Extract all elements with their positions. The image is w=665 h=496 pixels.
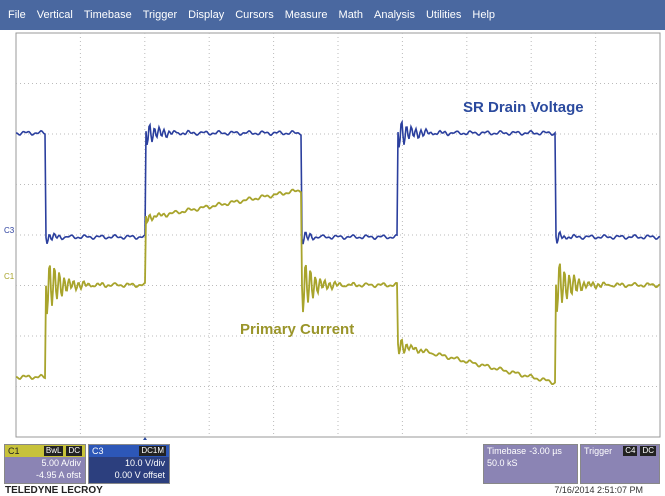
- c1-tag: DC: [66, 446, 82, 456]
- c1-marker: C1: [4, 272, 15, 281]
- menu-bar: File Vertical Timebase Trigger Display Cursor…: [0, 0, 665, 30]
- c1-panel: C1 BwL DC 5.00 A/div -4.95 A ofst: [4, 444, 86, 484]
- menu-item[interactable]: Display: [188, 9, 225, 21]
- c3-marker: C3: [4, 226, 15, 235]
- trigger-marker: [143, 437, 147, 440]
- menu-item[interactable]: Timebase: [83, 9, 132, 21]
- timebase-title: Timebase: [487, 446, 527, 456]
- timebase-delay: -3.00 µs: [529, 446, 562, 456]
- c3-header: C3 DC1M: [89, 445, 169, 457]
- timebase-rate: 50.0 kS: [487, 458, 518, 468]
- menu-item[interactable]: Trigger: [142, 9, 178, 21]
- timestamp: 7/16/2014 2:51:07 PM: [554, 485, 643, 495]
- c1-header: C1 BwL DC: [5, 445, 85, 457]
- menu-item[interactable]: Cursors: [235, 9, 274, 21]
- voltage-label: SR Drain Voltage: [463, 99, 584, 116]
- trigger-panel: Trigger C4 DC: [580, 444, 660, 484]
- c1-tag: BwL: [43, 446, 64, 456]
- menu-item[interactable]: File: [8, 9, 26, 21]
- graticule: [16, 33, 660, 437]
- c1-offset: -4.95 A ofst: [35, 470, 81, 480]
- c1-scale: 5.00 A/div: [41, 458, 81, 468]
- c3-name: C3: [92, 446, 104, 456]
- c3-scale: 10.0 V/div: [124, 458, 165, 468]
- trigger-tag: DC: [640, 446, 656, 456]
- trigger-tag: C4: [623, 446, 638, 456]
- current-label: Primary Current: [240, 321, 354, 338]
- brand: TELEDYNE LECROY: [5, 485, 103, 496]
- c1-name: C1: [8, 446, 20, 456]
- menu-item[interactable]: Measure: [284, 9, 328, 21]
- menu-item[interactable]: Vertical: [36, 9, 73, 21]
- trigger-header: Trigger C4 DC: [581, 445, 659, 457]
- menu-item[interactable]: Math: [338, 9, 363, 21]
- timebase-panel: Timebase -3.00 µs 50.0 kS: [483, 444, 578, 484]
- c3-tag: DC1M: [139, 446, 166, 456]
- menu-item[interactable]: Utilities: [425, 9, 462, 21]
- menu-item[interactable]: Analysis: [374, 9, 415, 21]
- voltage-trace: [15, 119, 661, 245]
- current-trace: [15, 188, 661, 385]
- c3-offset: 0.00 V offset: [114, 470, 165, 480]
- menu-item[interactable]: Help: [472, 9, 496, 21]
- waveform-display: SR Drain Voltage Primary Current C3 C1: [4, 32, 661, 440]
- trigger-title: Trigger: [584, 446, 613, 456]
- timebase-header: Timebase -3.00 µs: [484, 445, 577, 457]
- c3-panel: C3 DC1M 10.0 V/div 0.00 V offset: [88, 444, 170, 484]
